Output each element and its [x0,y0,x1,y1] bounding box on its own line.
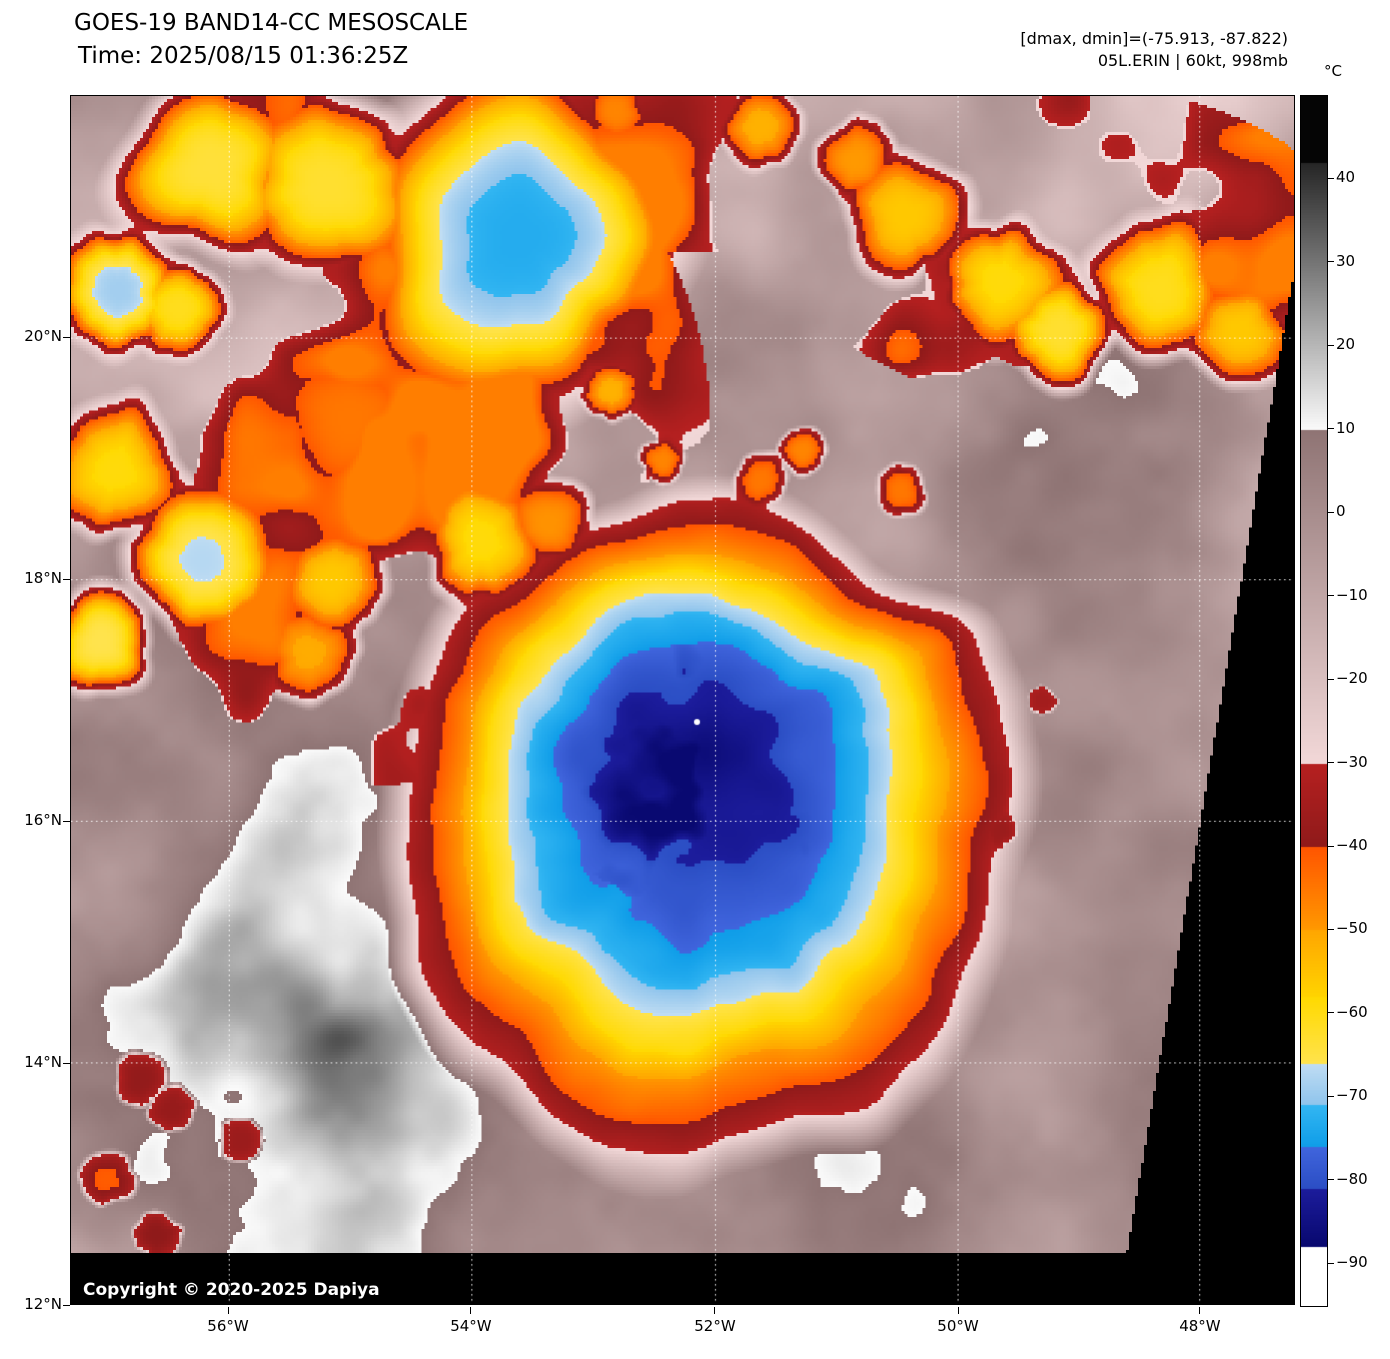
map-area: Copyright © 2020-2025 Dapiya [70,95,1295,1305]
lat-axis-tick [63,336,70,338]
colorbar-tick-label: 30 [1336,251,1356,270]
colorbar-tick-label: 40 [1336,168,1356,187]
figure-title: GOES-19 BAND14-CC MESOSCALE [74,10,469,36]
colorbar-tick [1328,678,1334,680]
colorbar-canvas [1301,96,1327,1306]
lon-axis-label: 48°W [1179,1317,1221,1335]
lon-axis-tick [714,1307,716,1314]
colorbar-tick [1328,762,1334,764]
colorbar-tick [1328,928,1334,930]
lon-axis-label: 56°W [207,1317,249,1335]
colorbar-tick-label: −90 [1336,1253,1368,1272]
lon-axis-label: 52°W [694,1317,736,1335]
colorbar-unit-label: °C [1324,62,1342,80]
colorbar-tick [1328,261,1334,263]
colorbar-tick-label: −20 [1336,669,1368,688]
lat-axis-label: 14°N [24,1053,62,1071]
colorbar-tick-label: −30 [1336,752,1368,771]
lon-axis-tick [1199,1307,1201,1314]
colorbar [1300,95,1328,1307]
colorbar-tick-label: −70 [1336,1086,1368,1105]
colorbar-tick [1328,511,1334,513]
colorbar-tick [1328,1262,1334,1264]
lon-axis-tick [957,1307,959,1314]
colorbar-tick-label: −80 [1336,1169,1368,1188]
colorbar-tick-label: −10 [1336,585,1368,604]
colorbar-tick [1328,344,1334,346]
colorbar-tick-label: −40 [1336,836,1368,855]
lat-axis-tick [63,820,70,822]
lon-axis-label: 54°W [450,1317,492,1335]
colorbar-tick [1328,1012,1334,1014]
lon-axis-tick [227,1307,229,1314]
lon-axis-label: 50°W [937,1317,979,1335]
colorbar-tick [1328,1095,1334,1097]
lat-axis-tick [63,1062,70,1064]
copyright-label: Copyright © 2020-2025 Dapiya [83,1280,380,1300]
lat-axis-label: 16°N [24,811,62,829]
lat-axis-label: 20°N [24,327,62,345]
colorbar-tick [1328,845,1334,847]
colorbar-tick-label: 0 [1336,502,1346,521]
grid-overlay-canvas [71,96,1294,1304]
lat-axis-label: 18°N [24,569,62,587]
colorbar-tick [1328,177,1334,179]
lon-axis-tick [470,1307,472,1314]
colorbar-tick-label: −60 [1336,1002,1368,1021]
lat-axis-tick [63,578,70,580]
colorbar-tick [1328,428,1334,430]
colorbar-tick-label: 10 [1336,418,1356,437]
colorbar-tick-label: 20 [1336,335,1356,354]
storm-info: 05L.ERIN | 60kt, 998mb [1097,51,1288,70]
lat-axis-tick [63,1304,70,1306]
lat-axis-label: 12°N [24,1295,62,1313]
colorbar-tick [1328,595,1334,597]
colorbar-tick [1328,1179,1334,1181]
colorbar-tick-label: −50 [1336,919,1368,938]
stat-dmax-dmin: [dmax, dmin]=(-75.913, -87.822) [1020,29,1288,48]
figure-timestamp: Time: 2025/08/15 01:36:25Z [78,43,409,69]
